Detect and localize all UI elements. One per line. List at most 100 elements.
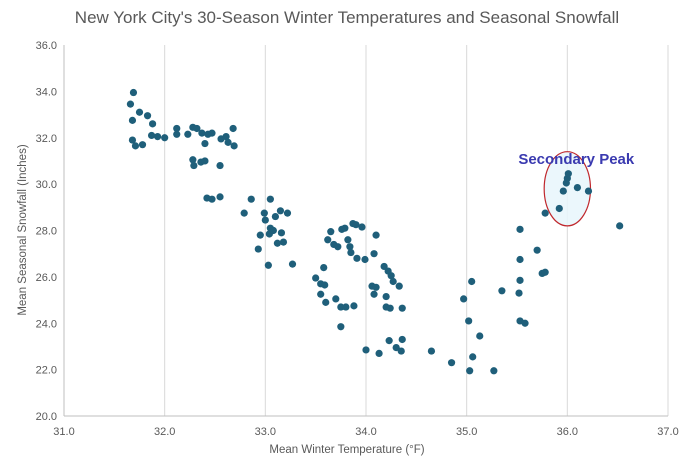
- data-point: [350, 302, 358, 310]
- data-point: [184, 130, 192, 138]
- data-point: [271, 212, 279, 221]
- data-point: [126, 100, 135, 108]
- data-point: [279, 238, 288, 246]
- data-point: [541, 209, 549, 217]
- data-point: [324, 236, 332, 244]
- data-point: [347, 248, 355, 257]
- secondary-peak-label: Secondary Peak: [518, 151, 635, 168]
- data-point: [256, 231, 264, 239]
- data-point: [320, 264, 328, 272]
- x-tick-label: 33.0: [255, 426, 276, 438]
- data-point: [198, 129, 206, 137]
- data-point: [148, 120, 157, 128]
- x-tick-label: 34.0: [355, 426, 376, 438]
- data-point: [208, 195, 216, 203]
- data-point: [222, 132, 230, 141]
- y-tick-label: 26.0: [36, 272, 57, 284]
- data-point: [361, 255, 369, 264]
- data-point: [344, 236, 352, 244]
- data-point: [573, 184, 582, 192]
- data-point: [240, 209, 248, 217]
- data-point: [138, 141, 147, 149]
- data-point: [398, 304, 406, 312]
- data-point: [521, 319, 529, 327]
- data-point: [327, 228, 335, 236]
- data-point: [131, 142, 140, 150]
- data-point: [341, 224, 349, 232]
- data-point: [332, 295, 340, 303]
- data-point: [135, 108, 144, 116]
- data-point: [147, 131, 156, 140]
- data-point: [375, 349, 383, 357]
- data-point: [352, 221, 360, 229]
- data-point: [342, 303, 350, 311]
- data-point: [516, 225, 524, 233]
- data-point: [143, 112, 152, 120]
- data-point: [337, 303, 345, 311]
- data-point: [397, 347, 405, 355]
- data-point: [353, 254, 361, 262]
- data-point: [468, 277, 476, 286]
- data-point: [193, 124, 201, 133]
- data-point: [559, 187, 567, 195]
- data-point: [466, 367, 474, 375]
- y-tick-label: 36.0: [36, 40, 57, 52]
- data-point: [358, 223, 366, 231]
- chart-title: New York City's 30-Season Winter Tempera…: [74, 8, 620, 27]
- data-point: [322, 298, 330, 306]
- data-point: [173, 124, 181, 133]
- data-point: [372, 231, 380, 239]
- y-tick-label: 24.0: [36, 318, 57, 330]
- data-point: [189, 156, 197, 164]
- data-point: [476, 332, 484, 340]
- data-point: [261, 216, 269, 224]
- data-point: [395, 282, 403, 290]
- data-point: [387, 272, 395, 280]
- data-point: [128, 136, 137, 144]
- data-point: [385, 337, 393, 345]
- data-point: [337, 323, 345, 331]
- data-point: [533, 246, 541, 254]
- data-point: [129, 88, 138, 97]
- data-point: [266, 195, 274, 203]
- data-point: [288, 260, 297, 268]
- data-point: [389, 277, 397, 286]
- data-point: [382, 292, 390, 301]
- data-point: [321, 281, 329, 289]
- data-point: [469, 353, 477, 361]
- data-point: [516, 255, 524, 264]
- data-point: [273, 239, 282, 247]
- data-point: [386, 304, 394, 312]
- data-point: [555, 204, 563, 213]
- x-tick-label: 36.0: [557, 426, 578, 438]
- data-point: [460, 295, 468, 303]
- data-point: [277, 229, 286, 237]
- data-point: [216, 161, 224, 170]
- data-point: [161, 134, 169, 142]
- data-point: [334, 243, 342, 251]
- data-point: [128, 116, 137, 124]
- data-point: [490, 367, 498, 375]
- data-point: [229, 124, 237, 133]
- data-point: [427, 347, 436, 355]
- x-tick-label: 35.0: [456, 426, 477, 438]
- data-point: [260, 209, 268, 217]
- data-point: [247, 195, 255, 203]
- data-point: [283, 209, 292, 217]
- data-point: [398, 335, 406, 344]
- data-point: [201, 139, 209, 148]
- data-point: [276, 207, 285, 215]
- data-point: [362, 346, 370, 354]
- x-axis-label: Mean Winter Temperature (°F): [269, 444, 425, 456]
- data-point: [516, 276, 524, 284]
- data-point: [230, 142, 238, 150]
- data-point: [447, 359, 456, 367]
- x-tick-label: 31.0: [53, 426, 74, 438]
- y-tick-label: 34.0: [36, 86, 57, 98]
- data-point: [224, 138, 232, 146]
- data-point: [317, 290, 325, 298]
- data-point: [201, 157, 209, 165]
- data-point: [208, 129, 216, 137]
- data-point: [498, 287, 506, 295]
